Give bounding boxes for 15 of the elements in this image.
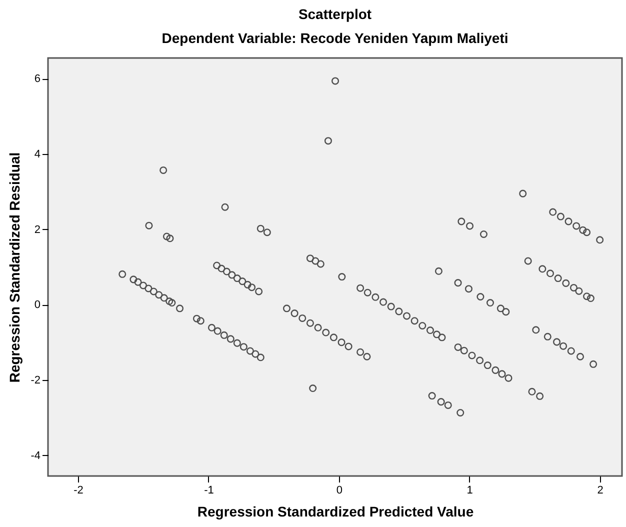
chart-title: Scatterplot — [298, 6, 372, 22]
x-tick-label: -1 — [204, 484, 214, 496]
y-tick-label: 2 — [34, 224, 40, 236]
y-tick-label: 4 — [34, 148, 40, 161]
x-tick-label: 1 — [466, 484, 473, 496]
x-tick-label: 0 — [336, 484, 342, 496]
y-tick-label: 6 — [34, 73, 40, 86]
x-axis-title: Regression Standardized Predicted Value — [197, 504, 474, 520]
y-tick-label: -2 — [30, 374, 40, 386]
y-axis-title: Regression Standardized Residual — [6, 152, 23, 383]
x-tick-label: 2 — [597, 484, 604, 496]
y-tick-label: 0 — [34, 299, 40, 312]
x-tick-label: -2 — [74, 484, 84, 496]
y-tick-label: -4 — [30, 450, 40, 462]
chart-subtitle: Dependent Variable: Recode Yeniden Yapım Maliyeti — [162, 30, 508, 46]
